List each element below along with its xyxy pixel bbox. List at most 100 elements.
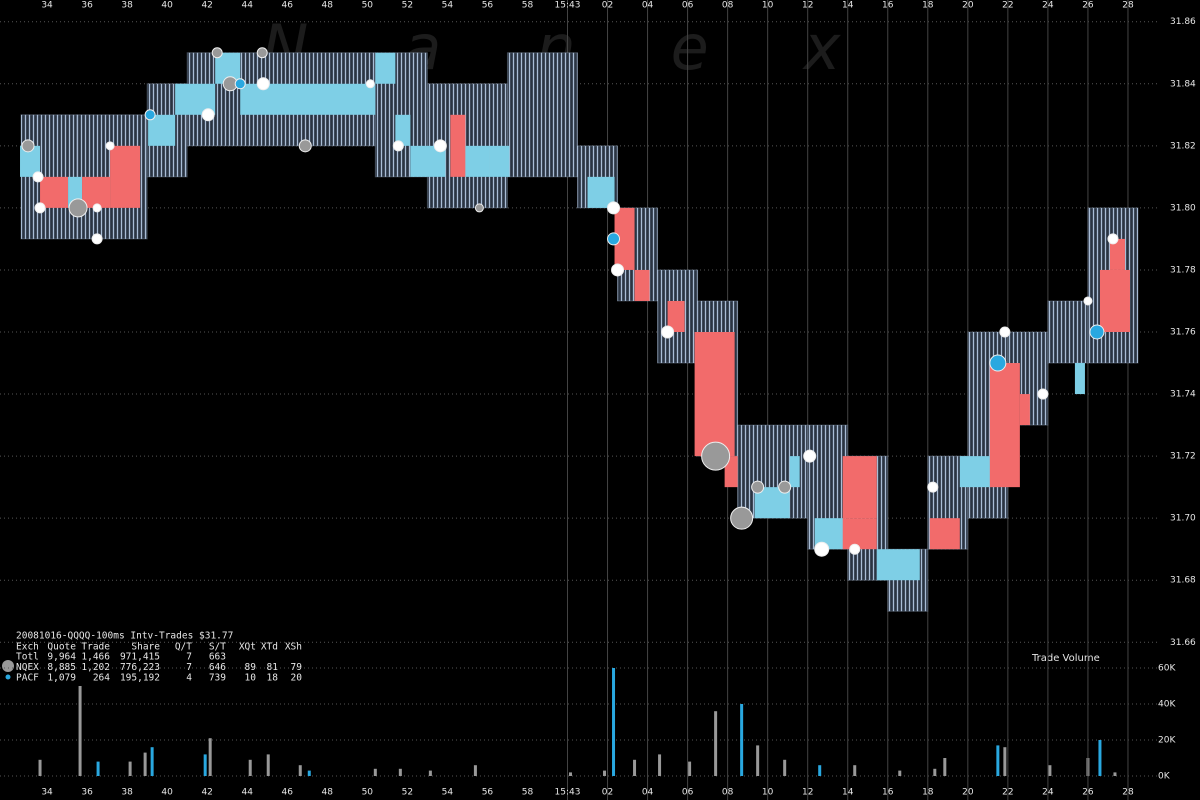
y-tick-label: 20K <box>1158 736 1176 746</box>
volume-bar <box>203 754 207 776</box>
legend-text: 739 <box>209 673 226 684</box>
y-tick-label: 31.84 <box>1170 79 1196 89</box>
x-tick-label: 22 <box>1002 1 1013 11</box>
trade <box>751 480 765 494</box>
quote <box>842 518 877 550</box>
trade <box>814 541 830 557</box>
x-tick-label: 38 <box>121 1 133 11</box>
x-tick-label: 15:43 <box>555 1 581 11</box>
volume-bar <box>96 761 100 776</box>
x-tick-label: 44 <box>241 1 253 11</box>
x-tick-label: 15:43 <box>555 788 581 798</box>
y-tick-label: 40K <box>1158 700 1176 710</box>
trade <box>234 78 246 90</box>
quote <box>110 145 141 208</box>
y-tick-label: 31.76 <box>1170 328 1196 338</box>
x-tick-label: 04 <box>642 788 654 798</box>
x-tick-label: 54 <box>442 788 454 798</box>
y-tick-label: 31.86 <box>1170 17 1196 27</box>
quote <box>1019 394 1030 426</box>
legend-text: 7 <box>186 662 192 673</box>
x-tick-label: 46 <box>282 1 294 11</box>
x-tick-label: 18 <box>922 1 934 11</box>
x-tick-label: 10 <box>762 1 774 11</box>
trade <box>433 139 447 153</box>
trade <box>778 480 792 494</box>
x-tick-label: 58 <box>522 1 534 11</box>
legend-text: 776,223 <box>120 662 160 673</box>
legend-text: S/T <box>209 642 226 653</box>
legend-text: 7 <box>186 652 192 663</box>
x-tick-label: 14 <box>842 1 854 11</box>
quote <box>450 114 466 177</box>
trade <box>105 141 115 151</box>
volume-bar <box>1003 747 1007 776</box>
quote <box>876 549 920 581</box>
quote <box>20 145 41 177</box>
x-tick-label: 48 <box>322 1 334 11</box>
trade <box>32 171 44 183</box>
x-tick-label: 52 <box>402 1 413 11</box>
volume-bar <box>373 768 377 776</box>
y-tick-label: 31.66 <box>1170 638 1196 648</box>
legend-text: 9,964 <box>47 652 76 663</box>
x-tick-label: 26 <box>1082 1 1094 11</box>
x-tick-label: 28 <box>1122 1 1134 11</box>
x-tick-label: 54 <box>442 1 454 11</box>
x-tick-label: 50 <box>362 1 374 11</box>
legend-text: Trade <box>81 642 110 653</box>
x-tick-label: 40 <box>161 788 173 798</box>
trade <box>68 198 88 218</box>
quote <box>82 176 111 208</box>
legend-text: 89 <box>245 662 257 673</box>
trade <box>927 481 939 493</box>
volume-bar <box>307 770 311 776</box>
trade <box>661 325 675 339</box>
x-tick-label: 48 <box>322 788 334 798</box>
volume-bar <box>398 768 402 776</box>
trade <box>989 354 1007 372</box>
legend-text: 1,202 <box>81 662 110 673</box>
trade <box>392 140 404 152</box>
x-tick-label: 40 <box>161 1 173 11</box>
trade <box>91 233 103 245</box>
volume-bar <box>714 711 718 776</box>
volume-bar <box>298 765 302 776</box>
quote <box>842 456 877 519</box>
x-tick-label: 26 <box>1082 788 1094 798</box>
x-tick-label: 46 <box>282 788 294 798</box>
legend-text: 1,079 <box>47 673 76 684</box>
quote <box>929 518 960 550</box>
x-tick-label: 10 <box>762 788 774 798</box>
x-tick-label: 56 <box>482 1 494 11</box>
y-tick-label: 31.72 <box>1170 452 1196 462</box>
volume-bar <box>898 770 902 776</box>
legend-text: 646 <box>209 662 226 673</box>
volume-bar <box>1113 772 1117 776</box>
y-tick-label: 31.68 <box>1170 576 1196 586</box>
x-tick-label: 42 <box>201 788 212 798</box>
x-tick-label: 34 <box>41 788 53 798</box>
quote <box>1109 238 1125 270</box>
x-tick-label: 52 <box>402 788 413 798</box>
legend-text: Q/T <box>175 642 192 653</box>
legend-text: 20081016-QQQQ-100ms Intv-Trades $31.77 <box>16 631 233 642</box>
x-tick-label: 14 <box>842 788 854 798</box>
trade <box>611 263 625 277</box>
legend-text: 18 <box>267 673 279 684</box>
y-tick-label: 31.74 <box>1170 390 1196 400</box>
volume-bar <box>38 759 42 776</box>
quote <box>395 114 411 146</box>
x-tick-label: 06 <box>682 1 694 11</box>
x-tick-label: 36 <box>81 788 93 798</box>
volume-bar <box>756 745 760 776</box>
y-tick-label: 0K <box>1158 772 1171 782</box>
x-tick-label: 16 <box>882 788 894 798</box>
volume-bar <box>150 747 154 776</box>
volume-bar <box>740 704 744 776</box>
legend-text: 1,466 <box>81 652 110 663</box>
volume-bar <box>818 765 822 776</box>
trade <box>730 506 754 530</box>
trade <box>144 109 156 121</box>
